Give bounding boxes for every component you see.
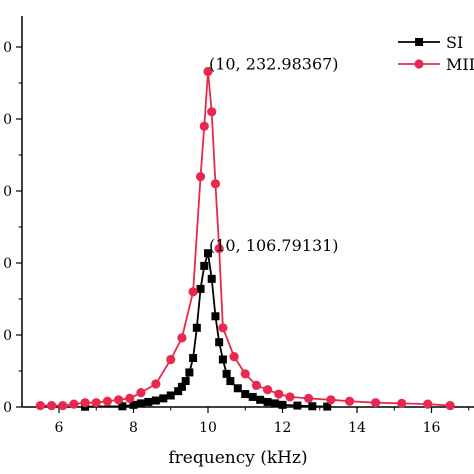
data-point-si bbox=[323, 402, 332, 411]
series-line-mii bbox=[40, 71, 451, 407]
data-point-si bbox=[241, 390, 250, 399]
data-point-mii bbox=[210, 179, 221, 189]
data-point-si bbox=[222, 369, 231, 378]
data-point-si bbox=[278, 400, 287, 409]
data-point-si bbox=[151, 396, 160, 405]
data-point-si bbox=[181, 377, 190, 386]
data-point-mii bbox=[344, 396, 355, 406]
y-tick-label: 0 bbox=[3, 40, 12, 56]
data-point-mii bbox=[195, 172, 206, 182]
chart-frame bbox=[21, 16, 474, 408]
data-point-mii bbox=[188, 287, 198, 297]
data-point-si bbox=[308, 402, 317, 411]
x-axis-label: frequency (kHz) bbox=[168, 448, 307, 468]
data-point-mii bbox=[151, 379, 161, 389]
y-tick-label: 0 bbox=[3, 256, 12, 272]
y-tick-label: 0 bbox=[3, 184, 12, 200]
x-tick-label: 16 bbox=[423, 420, 441, 436]
data-point-mii bbox=[445, 400, 455, 411]
data-point-mii bbox=[80, 398, 90, 408]
data-point-mii bbox=[203, 66, 213, 77]
legend-marker bbox=[415, 38, 423, 46]
data-point-mii bbox=[58, 400, 68, 411]
axis-ticks: 6 8 10 12 14 16 0 0 0 0 0 0 bbox=[3, 40, 470, 436]
data-point-mii bbox=[263, 385, 273, 395]
data-point-mii bbox=[251, 380, 262, 390]
data-point-mii bbox=[274, 389, 284, 399]
data-point-mii bbox=[114, 395, 124, 405]
x-tick-label: 8 bbox=[129, 420, 138, 436]
data-point-mii bbox=[423, 399, 433, 409]
data-point-si bbox=[144, 397, 153, 406]
data-point-mii bbox=[207, 107, 217, 117]
data-point-mii bbox=[69, 399, 79, 409]
data-point-mii bbox=[91, 398, 101, 408]
data-point-si bbox=[174, 387, 183, 396]
data-point-si bbox=[215, 338, 224, 347]
peak-annotation: (10, 106.79131) bbox=[209, 236, 339, 255]
data-point-si bbox=[218, 355, 227, 364]
data-point-si bbox=[196, 284, 205, 293]
data-point-mii bbox=[136, 388, 146, 398]
data-point-si bbox=[177, 382, 186, 391]
legend-label: SI bbox=[446, 33, 463, 52]
data-point-si bbox=[233, 384, 242, 393]
legend-marker bbox=[414, 59, 424, 69]
data-point-mii bbox=[46, 400, 57, 411]
data-point-si bbox=[118, 402, 127, 411]
chart-legend: SI MII bbox=[398, 33, 474, 74]
legend-label: MII bbox=[446, 55, 474, 74]
data-point-mii bbox=[214, 244, 224, 254]
y-tick-label: 0 bbox=[3, 112, 12, 128]
data-point-si bbox=[248, 392, 257, 401]
x-tick-label: 10 bbox=[199, 420, 217, 436]
y-tick-label: 0 bbox=[3, 328, 12, 344]
data-point-si bbox=[211, 312, 220, 321]
x-tick-label: 6 bbox=[55, 420, 64, 436]
data-point-si bbox=[185, 368, 194, 377]
data-point-si bbox=[271, 399, 280, 408]
x-tick-label: 12 bbox=[274, 420, 292, 436]
data-point-si bbox=[263, 397, 272, 406]
data-point-si bbox=[293, 401, 302, 410]
data-point-si bbox=[192, 323, 201, 332]
data-point-si bbox=[256, 395, 265, 404]
data-point-si bbox=[189, 354, 198, 363]
series-line-si bbox=[85, 252, 328, 408]
x-tick-label: 14 bbox=[348, 420, 366, 436]
data-point-si bbox=[204, 249, 212, 258]
data-point-si bbox=[166, 391, 175, 400]
data-point-si bbox=[200, 261, 209, 270]
data-point-mii bbox=[285, 392, 295, 402]
data-point-mii bbox=[371, 398, 381, 408]
data-point-mii bbox=[125, 393, 135, 403]
data-point-mii bbox=[166, 354, 176, 365]
data-point-mii bbox=[199, 121, 209, 131]
data-point-si bbox=[207, 274, 216, 283]
peak-annotation: (10, 232.98367) bbox=[209, 55, 339, 74]
data-point-mii bbox=[303, 393, 314, 403]
data-point-mii bbox=[326, 395, 336, 405]
data-point-mii bbox=[102, 396, 113, 406]
data-point-mii bbox=[397, 398, 407, 408]
data-point-si bbox=[159, 394, 168, 403]
data-point-si bbox=[136, 399, 145, 408]
data-point-si bbox=[129, 400, 138, 409]
chart-series bbox=[35, 66, 455, 411]
y-tick-label: 0 bbox=[3, 400, 12, 416]
chart-annotations: (10, 232.98367) (10, 106.79131) bbox=[209, 55, 339, 256]
data-point-si bbox=[226, 377, 235, 386]
data-point-mii bbox=[240, 369, 250, 379]
data-point-mii bbox=[229, 352, 239, 362]
data-point-mii bbox=[218, 323, 228, 333]
data-point-mii bbox=[35, 400, 45, 411]
data-point-mii bbox=[177, 333, 187, 343]
